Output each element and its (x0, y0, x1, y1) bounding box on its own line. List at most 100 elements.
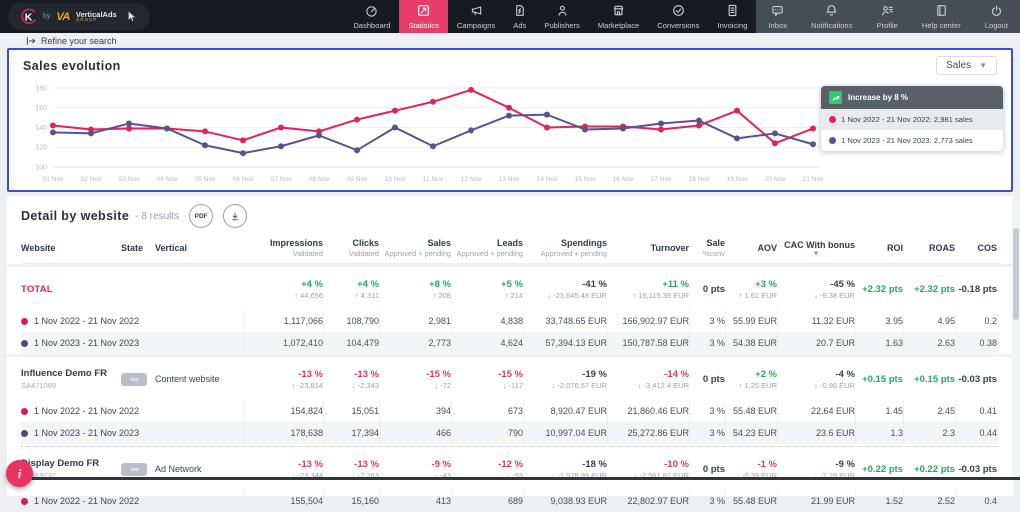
column-header-leads[interactable]: Leads Approved + pending (456, 238, 523, 258)
state-badge[interactable] (121, 462, 147, 476)
website-name: TOTAL (21, 283, 53, 295)
change-cell: -13 % ↓ -23,344 (291, 458, 323, 480)
scrollbar-thumb[interactable] (1013, 228, 1019, 320)
svg-text:19 Nov: 19 Nov (727, 176, 749, 183)
nav-item-inbox[interactable]: Inbox (756, 0, 799, 33)
nav-item-invoicing[interactable]: Invoicing (708, 0, 756, 33)
metric-select[interactable]: Sales ▼ (936, 56, 997, 75)
detail-by-website-card: Detail by website - 8 results PDF Websit… (7, 196, 1013, 512)
value-cell: 1,072,410 (243, 332, 323, 354)
campaigns-icon (470, 4, 483, 19)
svg-text:18 Nov: 18 Nov (689, 176, 711, 183)
value-cell: 33,748.65 EUR (523, 310, 607, 332)
nav-item-ads[interactable]: Ads (504, 0, 535, 33)
vertical-label: Ad Network (155, 464, 202, 474)
nav-item-notifications[interactable]: Notifications (799, 0, 864, 33)
website-name[interactable]: Influence Demo FR (21, 368, 108, 379)
ads-icon (513, 4, 526, 19)
column-header-vertical[interactable]: Vertical (155, 243, 188, 253)
utility-nav: Inbox Notifications Profile Help center Logo… (756, 0, 1020, 33)
legend-series-1[interactable]: 1 Nov 2023 - 21 Nov 2023: 2,773 sales (821, 130, 1003, 151)
refine-arrow-icon (26, 37, 36, 45)
change-cell: -13 % ↓ -23,814 (291, 368, 323, 390)
column-header-sale[interactable]: Sale %conv (702, 238, 725, 258)
column-header-website[interactable]: Website (21, 243, 56, 253)
period-row: 1 Nov 2022 - 21 Nov 2022 1,117,066 108,790… (21, 310, 999, 332)
value-cell: 3.95 (855, 310, 903, 332)
chart-legend: Increase by 8 % 1 Nov 2022 - 21 Nov 2022… (821, 86, 1003, 151)
scrollbar[interactable] (1012, 200, 1020, 480)
value-cell: 2.52 (903, 490, 955, 512)
change-cell: +4 % ↑ 4,311 (354, 278, 379, 300)
svg-text:06 Nov: 06 Nov (233, 176, 255, 183)
column-header-cac-with-bonus[interactable]: CAC With bonus ▼ (777, 240, 855, 257)
value-cell: 3 % (689, 310, 725, 332)
nav-item-campaigns[interactable]: Campaigns (448, 0, 504, 33)
change-cell: +2.32 pts (862, 283, 903, 295)
period-row: 1 Nov 2022 - 21 Nov 2022 155,504 15,160 413… (21, 490, 999, 512)
nav-item-conversions[interactable]: Conversions (648, 0, 708, 33)
download-button[interactable] (223, 204, 248, 228)
svg-text:04 Nov: 04 Nov (157, 176, 179, 183)
value-cell: 413 (379, 490, 451, 512)
nav-item-help-center[interactable]: Help center (910, 0, 973, 33)
legend-series-0[interactable]: 1 Nov 2022 - 21 Nov 2022: 2,981 sales (821, 109, 1003, 130)
publishers-icon (556, 4, 569, 19)
column-header-roas[interactable]: ROAS (928, 243, 955, 253)
series-dot (829, 137, 836, 144)
by-label: by (43, 13, 51, 20)
change-cell: -0.18 pts (958, 283, 997, 295)
value-cell: 1.52 (855, 490, 903, 512)
value-cell: 3 % (689, 332, 725, 354)
value-cell: 108,790 (323, 310, 379, 332)
value-cell: 2,981 (379, 310, 451, 332)
nav-item-statistics[interactable]: Statistics (399, 0, 448, 33)
column-header-clicks[interactable]: Clicks Validated (348, 238, 379, 258)
group-separator (7, 354, 1013, 357)
marketplace-icon (612, 4, 625, 19)
nav-item-dashboard[interactable]: Dashboard (344, 0, 399, 33)
value-cell: 1.45 (855, 400, 903, 422)
nav-item-profile[interactable]: Profile (864, 0, 910, 33)
change-cell: -9 % ↓ -43 (431, 458, 451, 480)
sales-line-chart: 100 120 140 160 180 01 Nov 02 Nov 03 Nov 04 Nov 0… (23, 75, 997, 195)
group-separator-dotted (21, 446, 999, 447)
svg-text:15 Nov: 15 Nov (575, 176, 597, 183)
legend-header-label: Increase by 8 % (848, 93, 909, 102)
value-cell: 57,394.13 EUR (523, 332, 607, 354)
info-button[interactable]: i (6, 460, 33, 487)
value-cell: 4,838 (451, 310, 523, 332)
value-cell: 0.38 (955, 332, 997, 354)
table-header-row: Website State Vertical Impressions Validated… (21, 234, 999, 264)
column-header-cos[interactable]: COS (977, 243, 997, 253)
nav-item-publishers[interactable]: Publishers (535, 0, 588, 33)
change-cell: -45 % ↓ -9.38 EUR (814, 278, 855, 300)
logout-icon (990, 4, 1003, 19)
website-name[interactable]: Display Demo FR (21, 458, 100, 469)
brand-logo[interactable]: K by VA VerticalAds GROUP (8, 3, 150, 30)
column-header-sales[interactable]: Sales Approved + pending (384, 238, 451, 258)
column-header-aov[interactable]: AOV (757, 243, 777, 253)
value-cell: 8,920.47 EUR (523, 400, 607, 422)
value-cell: 54.38 EUR (725, 332, 777, 354)
column-header-impressions[interactable]: Impressions Validated (269, 238, 323, 258)
state-badge[interactable] (121, 372, 147, 386)
change-cell: -14 % ↓ -3,412.4 EUR (637, 368, 689, 390)
refine-search-link[interactable]: Refine your search (0, 33, 1020, 48)
legend-header: Increase by 8 % (821, 86, 1003, 109)
column-header-spendings[interactable]: Spendings Approved + pending (540, 238, 607, 258)
change-cell: -12 % ↓ -93 (498, 458, 523, 480)
column-header-roi[interactable]: ROI (886, 243, 903, 253)
invoicing-icon (726, 4, 739, 19)
notifications-icon (825, 4, 838, 19)
website-row-influence-demo-fr: Influence Demo FR SA471089 Content website… (21, 357, 999, 400)
svg-text:180: 180 (35, 85, 47, 92)
value-cell: 55.99 EUR (725, 310, 777, 332)
value-cell: 1.63 (855, 332, 903, 354)
column-header-state[interactable]: State (121, 243, 144, 253)
nav-item-marketplace[interactable]: Marketplace (589, 0, 648, 33)
pdf-export-button[interactable]: PDF (189, 204, 214, 228)
nav-item-logout[interactable]: Logout (973, 0, 1020, 33)
change-cell: -0.03 pts (958, 463, 997, 475)
column-header-turnover[interactable]: Turnover (650, 243, 689, 253)
